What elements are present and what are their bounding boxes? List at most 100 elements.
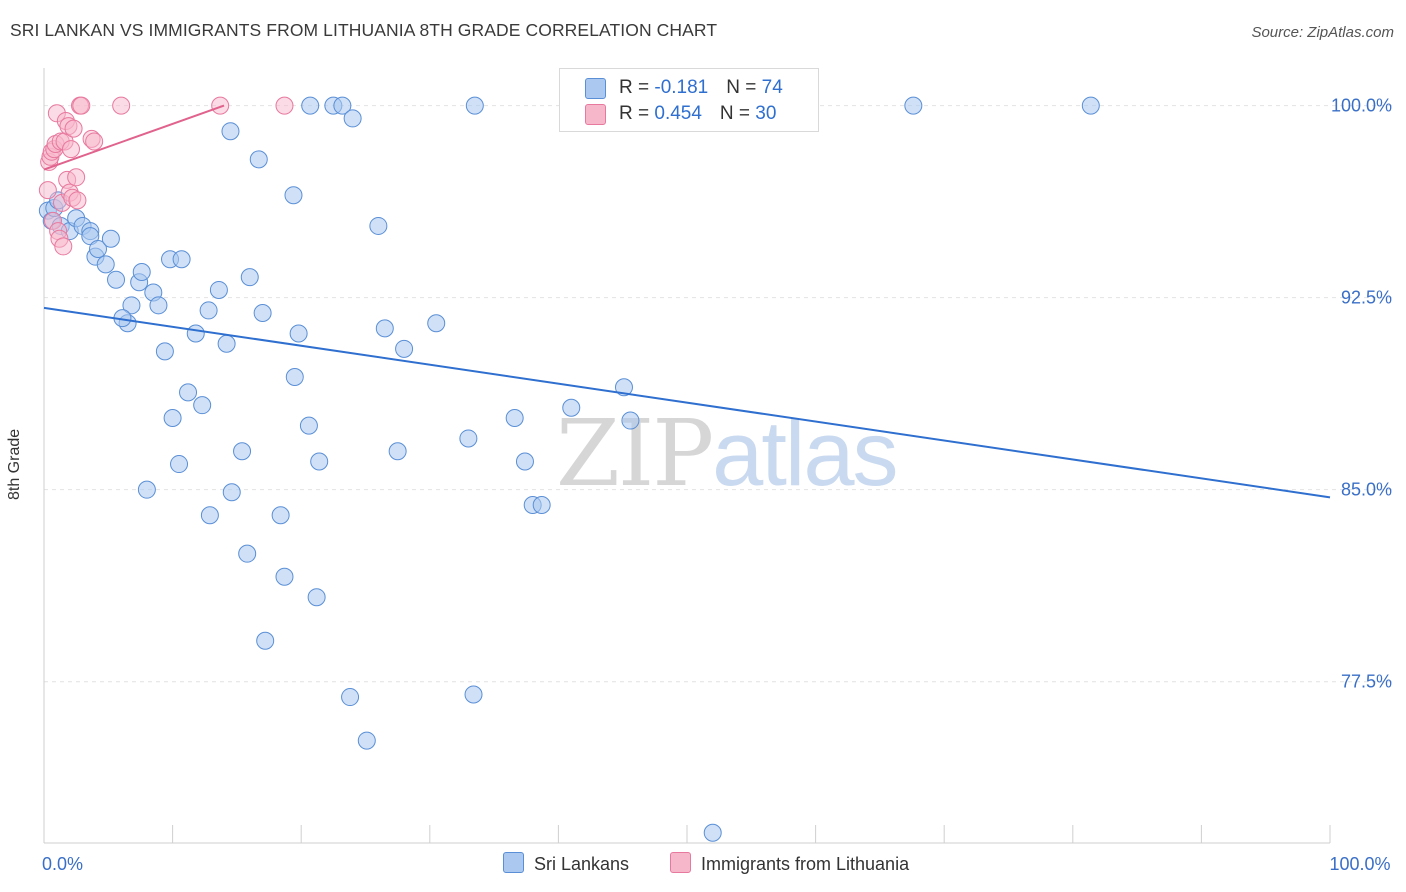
data-point-lithuania xyxy=(54,237,73,256)
r-value: 0.454 xyxy=(654,103,702,124)
data-point-sri-lankan xyxy=(904,96,923,115)
data-point-sri-lankan xyxy=(505,408,524,427)
chart-title: SRI LANKAN VS IMMIGRANTS FROM LITHUANIA … xyxy=(10,20,718,40)
data-point-sri-lankan xyxy=(369,216,388,235)
data-point-sri-lankan xyxy=(427,314,446,333)
data-point-sri-lankan xyxy=(193,396,212,415)
r-label: R = xyxy=(619,103,655,124)
data-point-sri-lankan xyxy=(388,442,407,461)
data-point-lithuania xyxy=(112,96,131,115)
n-label: N = xyxy=(726,77,762,98)
legend-swatch-pink xyxy=(585,104,606,125)
data-point-sri-lankan xyxy=(221,122,240,141)
y-tick-label: 92.5% xyxy=(1341,288,1392,308)
data-point-lithuania xyxy=(211,96,230,115)
data-point-sri-lankan xyxy=(199,301,218,320)
data-point-lithuania xyxy=(72,96,91,115)
data-point-sri-lankan xyxy=(464,685,483,704)
data-point-sri-lankan xyxy=(1081,96,1100,115)
data-point-sri-lankan xyxy=(238,544,257,563)
bottom-legend-sri-lankans: Sri Lankans xyxy=(503,852,629,875)
r-value: -0.181 xyxy=(654,77,709,98)
data-point-sri-lankan xyxy=(357,731,376,750)
n-value: 74 xyxy=(761,77,783,98)
data-point-sri-lankan xyxy=(163,408,182,427)
data-point-sri-lankan xyxy=(253,303,272,322)
data-point-sri-lankan xyxy=(341,688,360,707)
y-axis-label: 8th Grade xyxy=(6,428,23,500)
data-point-sri-lankan xyxy=(515,452,534,471)
x-tick-label: 100.0% xyxy=(1329,854,1390,874)
data-point-sri-lankan xyxy=(101,229,120,248)
data-point-lithuania xyxy=(275,96,294,115)
legend-swatch-blue xyxy=(503,852,524,873)
data-point-sri-lankan xyxy=(310,452,329,471)
data-point-sri-lankan xyxy=(217,334,236,353)
data-point-sri-lankan xyxy=(222,483,241,502)
data-point-sri-lankan xyxy=(621,411,640,430)
y-tick-label: 77.5% xyxy=(1341,672,1392,692)
data-point-lithuania xyxy=(68,191,87,210)
data-point-sri-lankan xyxy=(375,319,394,338)
data-point-sri-lankan xyxy=(96,255,115,274)
correlation-legend: R = -0.181 N = 74 R = 0.454 N = 30 xyxy=(559,68,819,132)
data-point-sri-lankan xyxy=(299,416,318,435)
tick-labels: 100.0% 92.5% 85.0% 77.5% 0.0% 100.0% xyxy=(42,96,1392,874)
data-point-sri-lankan xyxy=(200,506,219,525)
source-label: Source: ZipAtlas.com xyxy=(1251,24,1394,41)
data-point-sri-lankan xyxy=(285,368,304,387)
data-point-sri-lankan xyxy=(562,398,581,417)
data-point-sri-lankan xyxy=(301,96,320,115)
data-point-sri-lankan xyxy=(170,455,189,474)
data-point-sri-lankan xyxy=(271,506,290,525)
data-point-sri-lankan xyxy=(179,383,198,402)
bottom-legend-lithuania: Immigrants from Lithuania xyxy=(670,852,909,875)
trend-lines xyxy=(43,104,1331,499)
data-point-sri-lankan xyxy=(107,270,126,289)
data-point-sri-lankan xyxy=(343,109,362,128)
data-point-sri-lankan xyxy=(256,631,275,650)
series-lithuania xyxy=(38,96,294,256)
data-point-sri-lankan xyxy=(614,378,633,397)
data-point-sri-lankan xyxy=(155,342,174,361)
n-value: 30 xyxy=(755,103,777,124)
r-label: R = xyxy=(619,77,655,98)
data-point-sri-lankan xyxy=(307,588,326,607)
data-point-sri-lankan xyxy=(122,296,141,315)
y-tick-label: 100.0% xyxy=(1331,96,1392,116)
data-point-sri-lankan xyxy=(284,186,303,205)
trend-line-sri-lankans xyxy=(43,306,1331,499)
y-tick-label: 85.0% xyxy=(1341,480,1392,500)
data-point-sri-lankan xyxy=(233,442,252,461)
data-point-sri-lankan xyxy=(172,250,191,269)
legend-label: Immigrants from Lithuania xyxy=(701,854,910,874)
data-point-sri-lankan xyxy=(149,296,168,315)
x-tick-label: 0.0% xyxy=(42,854,83,874)
data-point-sri-lankan xyxy=(209,280,228,299)
trend-line-lithuania xyxy=(43,104,225,171)
data-point-sri-lankan xyxy=(249,150,268,169)
legend-text: R = -0.181 N = 74 xyxy=(619,77,783,99)
data-point-sri-lankan xyxy=(703,823,722,842)
data-point-sri-lankan xyxy=(275,567,294,586)
data-point-sri-lankan xyxy=(186,324,205,343)
n-label: N = xyxy=(719,103,756,124)
data-point-lithuania xyxy=(85,132,104,151)
data-point-lithuania xyxy=(64,119,83,138)
data-point-sri-lankan xyxy=(137,480,156,499)
data-point-sri-lankan xyxy=(289,324,308,343)
data-point-sri-lankan xyxy=(459,429,478,448)
data-point-sri-lankan xyxy=(532,496,551,515)
data-point-sri-lankan xyxy=(89,239,108,258)
legend-label: Sri Lankans xyxy=(534,854,630,874)
data-point-sri-lankan xyxy=(395,339,414,358)
data-point-sri-lankan xyxy=(240,268,259,287)
data-point-sri-lankan xyxy=(465,96,484,115)
data-point-sri-lankan xyxy=(132,263,151,282)
gridlines xyxy=(44,105,1392,683)
data-point-lithuania xyxy=(62,140,81,159)
legend-swatch-pink xyxy=(670,852,691,873)
series-sri-lankans xyxy=(38,96,1100,842)
legend-swatch-blue xyxy=(585,78,606,99)
